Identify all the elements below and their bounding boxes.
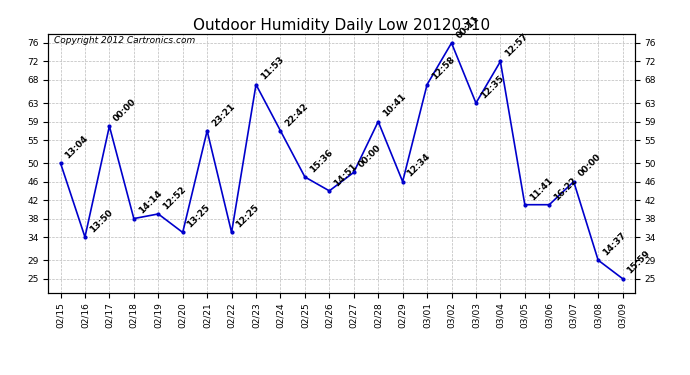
Text: 14:14: 14:14 <box>137 189 164 216</box>
Text: 12:58: 12:58 <box>430 55 457 82</box>
Text: 10:41: 10:41 <box>381 92 408 119</box>
Text: 00:11: 00:11 <box>454 14 481 40</box>
Text: 23:21: 23:21 <box>210 101 237 128</box>
Text: 15:36: 15:36 <box>308 148 334 174</box>
Text: 15:59: 15:59 <box>625 249 652 276</box>
Text: 12:35: 12:35 <box>479 74 505 100</box>
Text: 16:22: 16:22 <box>552 176 579 202</box>
Text: Copyright 2012 Cartronics.com: Copyright 2012 Cartronics.com <box>55 36 195 45</box>
Text: 13:04: 13:04 <box>63 134 90 160</box>
Title: Outdoor Humidity Daily Low 20120310: Outdoor Humidity Daily Low 20120310 <box>193 18 490 33</box>
Text: 22:42: 22:42 <box>283 101 310 128</box>
Text: 00:00: 00:00 <box>112 97 139 123</box>
Text: 12:34: 12:34 <box>406 152 432 179</box>
Text: 12:25: 12:25 <box>235 203 261 229</box>
Text: 00:00: 00:00 <box>576 153 603 179</box>
Text: 11:53: 11:53 <box>259 55 286 82</box>
Text: 12:52: 12:52 <box>161 184 188 211</box>
Text: 12:57: 12:57 <box>503 32 530 59</box>
Text: 14:51: 14:51 <box>332 161 359 188</box>
Text: 13:50: 13:50 <box>88 208 115 234</box>
Text: 14:37: 14:37 <box>601 231 628 257</box>
Text: 13:25: 13:25 <box>186 203 212 229</box>
Text: 11:41: 11:41 <box>528 175 554 202</box>
Text: 00:00: 00:00 <box>357 143 383 170</box>
